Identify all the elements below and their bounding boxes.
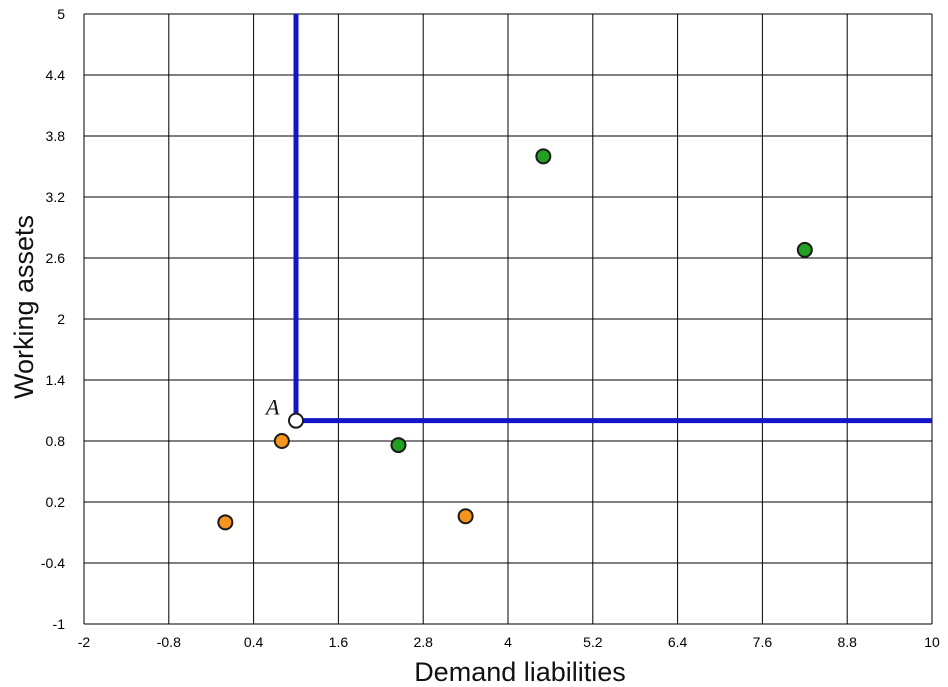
x-axis-label: Demand liabilities xyxy=(414,657,626,687)
data-point xyxy=(535,148,552,165)
x-tick-label: 2.8 xyxy=(413,634,433,650)
y-tick-label: 1.4 xyxy=(46,372,66,388)
y-tick-labels: -1 -0.4 0.2 0.8 1.4 2 2.6 3.2 3.8 4.4 5 xyxy=(41,6,65,632)
x-tick-label: 5.2 xyxy=(583,634,603,650)
x-tick-label: 4 xyxy=(504,634,512,650)
y-tick-label: 5 xyxy=(57,6,65,22)
data-point xyxy=(796,241,813,258)
x-tick-label: -2 xyxy=(78,634,91,650)
x-tick-label: 1.6 xyxy=(329,634,349,650)
data-points xyxy=(217,148,813,531)
grid xyxy=(83,13,933,625)
data-point xyxy=(390,437,407,454)
reference-point-label: A xyxy=(264,395,280,420)
y-tick-label: 2 xyxy=(57,311,65,327)
data-point xyxy=(273,433,290,449)
data-point xyxy=(217,514,234,531)
y-tick-label: 3.2 xyxy=(46,189,66,205)
x-tick-label: 8.8 xyxy=(837,634,857,650)
x-tick-label: 10 xyxy=(924,634,940,650)
x-tick-label: 0.4 xyxy=(244,634,264,650)
y-tick-label: 0.2 xyxy=(46,494,66,510)
boundary-lines xyxy=(293,14,932,424)
y-tick-label: 2.6 xyxy=(46,250,66,266)
x-tick-label: 7.6 xyxy=(753,634,773,650)
x-tick-label: -0.8 xyxy=(157,634,181,650)
y-tick-label: -0.4 xyxy=(41,555,65,571)
reference-point xyxy=(288,412,304,429)
data-point xyxy=(457,508,474,525)
y-tick-label: 3.8 xyxy=(46,128,66,144)
y-tick-label: 0.8 xyxy=(46,433,66,449)
y-axis-label: Working assets xyxy=(9,215,39,399)
y-tick-label: 4.4 xyxy=(46,67,66,83)
x-tick-labels: -2 -0.8 0.4 1.6 2.8 4 5.2 6.4 7.6 8.8 10 xyxy=(78,634,940,650)
x-tick-label: 6.4 xyxy=(668,634,688,650)
y-tick-label: -1 xyxy=(53,616,66,632)
